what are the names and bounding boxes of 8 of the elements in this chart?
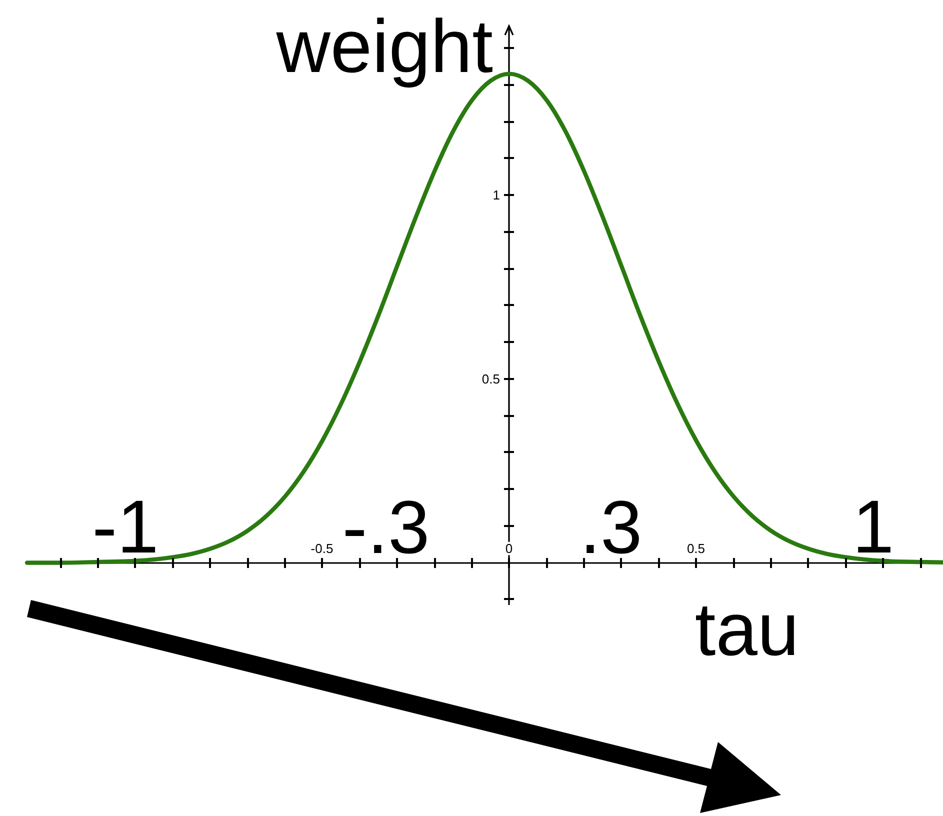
annotation: -1 (92, 484, 159, 569)
x-tick-label: -0.5 (310, 541, 334, 556)
annotation: 1 (852, 484, 894, 569)
x-tick-label: 0.5 (686, 541, 706, 556)
x-axis-title: tau (694, 587, 800, 671)
annotation: .3 (580, 485, 642, 569)
annotation: -.3 (342, 485, 430, 569)
y-axis-title: weight (275, 4, 494, 88)
